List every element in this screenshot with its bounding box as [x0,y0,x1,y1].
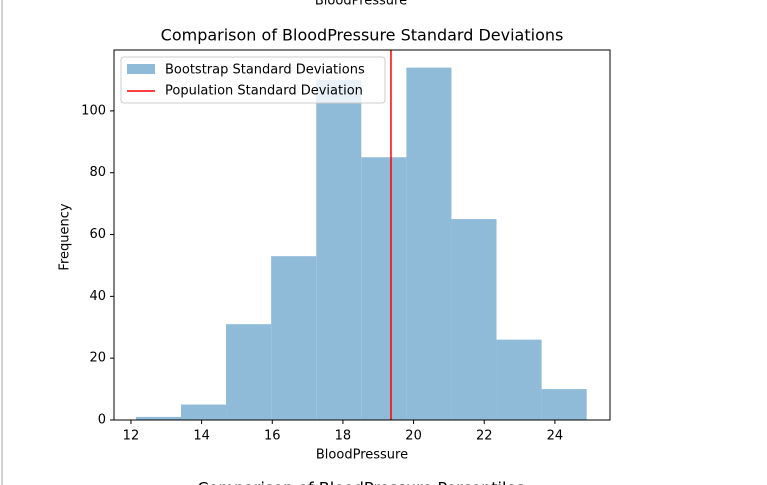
x-tick-label: 20 [405,429,422,444]
x-tick-label: 16 [264,429,281,444]
legend-box [120,56,386,104]
x-tick-label: 22 [476,429,493,444]
y-tick-label: 60 [89,227,106,242]
x-tick-label: 12 [123,429,140,444]
y-tick-label: 20 [89,351,106,366]
legend-swatch [127,64,155,74]
bar [135,416,181,420]
y-tick-label: 0 [98,413,106,428]
chart-title: Comparison of BloodPressure Standard Dev… [161,26,564,45]
clipped-title: Comparison of BloodPressure Percentiles [197,479,524,485]
legend-label: Bootstrap Standard Deviations [165,63,365,78]
bar [451,219,497,420]
bar [496,339,542,420]
x-axis-label: BloodPressure [316,448,408,463]
y-axis-label: Frequency [58,203,73,270]
x-tick-label: 14 [193,429,210,444]
bar [541,389,587,420]
clipped-label: BloodPressure [315,0,407,9]
legend-label: Population Standard Deviation [165,84,363,99]
bar [361,157,407,420]
y-tick-label: 80 [89,165,106,180]
bar [226,324,272,420]
x-tick-label: 18 [335,429,352,444]
bar [316,79,362,421]
bar [271,256,317,420]
bar [406,67,452,420]
bar [180,404,227,420]
y-tick-label: 40 [89,289,106,304]
x-tick-label: 24 [547,429,564,444]
y-tick-label: 100 [81,103,106,118]
